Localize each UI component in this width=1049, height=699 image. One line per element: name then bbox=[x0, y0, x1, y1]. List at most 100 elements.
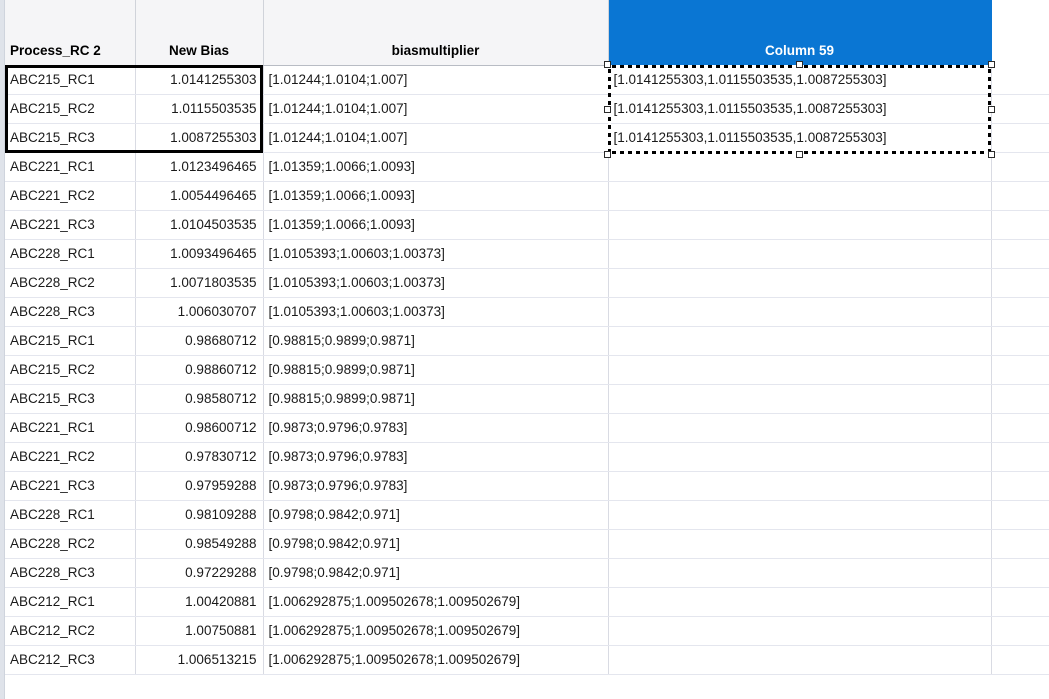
cell-process-rc[interactable]: ABC228_RC3 bbox=[5, 297, 136, 327]
cell-process-rc[interactable]: ABC221_RC1 bbox=[5, 152, 136, 182]
cell-biasmultiplier[interactable]: [0.9873;0.9796;0.9783] bbox=[263, 442, 609, 472]
cell-biasmultiplier[interactable]: [1.01359;1.0066;1.0093] bbox=[263, 210, 609, 240]
column-header-spare[interactable] bbox=[991, 0, 1049, 65]
cell-new-bias[interactable]: 0.98600712 bbox=[135, 413, 264, 443]
table-row[interactable]: ABC215_RC3 0.98580712 [0.98815;0.9899;0.98… bbox=[5, 384, 1049, 414]
cell-biasmultiplier[interactable]: [1.006292875;1.009502678;1.009502679] bbox=[263, 616, 609, 646]
column-header-biasmultiplier[interactable]: biasmultiplier bbox=[263, 0, 609, 66]
cell-biasmultiplier[interactable]: [1.006292875;1.009502678;1.009502679] bbox=[263, 645, 609, 675]
table-row[interactable]: ABC215_RC1 0.98680712 [0.98815;0.9899;0.98… bbox=[5, 326, 1049, 356]
table-row[interactable]: ABC221_RC3 0.97959288 [0.9873;0.9796;0.978… bbox=[5, 471, 1049, 501]
table-row[interactable]: ABC228_RC3 1.006030707 [1.0105393;1.00603;… bbox=[5, 297, 1049, 327]
cell-new-bias[interactable]: 1.0115503535 bbox=[135, 94, 264, 124]
table-row[interactable]: ABC221_RC1 1.0123496465 [1.01359;1.0066;1.… bbox=[5, 152, 1049, 182]
cell-column-59[interactable] bbox=[608, 152, 992, 182]
cell-biasmultiplier[interactable]: [1.01244;1.0104;1.007] bbox=[263, 94, 609, 124]
cell-column-59[interactable]: [1.0141255303,1.0115503535,1.0087255303] bbox=[608, 65, 992, 95]
cell-new-bias[interactable]: 1.0071803535 bbox=[135, 268, 264, 298]
cell-process-rc[interactable]: ABC221_RC2 bbox=[5, 442, 136, 472]
cell-spare[interactable] bbox=[991, 645, 1049, 675]
cell-process-rc[interactable]: ABC212_RC1 bbox=[5, 587, 136, 617]
table-row[interactable]: ABC228_RC2 0.98549288 [0.9798;0.9842;0.971… bbox=[5, 529, 1049, 559]
table-row[interactable]: ABC215_RC1 1.0141255303 [1.01244;1.0104;1.… bbox=[5, 65, 1049, 95]
cell-new-bias[interactable]: 1.00420881 bbox=[135, 587, 264, 617]
table-row[interactable]: ABC228_RC3 0.97229288 [0.9798;0.9842;0.971… bbox=[5, 558, 1049, 588]
cell-column-59[interactable] bbox=[608, 181, 992, 211]
cell-new-bias[interactable]: 0.98580712 bbox=[135, 384, 264, 414]
cell-column-59[interactable] bbox=[608, 558, 992, 588]
cell-process-rc[interactable]: ABC215_RC3 bbox=[5, 384, 136, 414]
cell-column-59[interactable] bbox=[608, 587, 992, 617]
cell-spare[interactable] bbox=[991, 181, 1049, 211]
cell-column-59[interactable] bbox=[608, 442, 992, 472]
cell-process-rc[interactable]: ABC215_RC2 bbox=[5, 94, 136, 124]
cell-spare[interactable] bbox=[991, 297, 1049, 327]
cell-column-59[interactable] bbox=[608, 471, 992, 501]
cell-column-59[interactable] bbox=[608, 297, 992, 327]
column-header-new-bias[interactable]: New Bias bbox=[135, 0, 264, 66]
cell-new-bias[interactable]: 1.006513215 bbox=[135, 645, 264, 675]
cell-process-rc[interactable]: ABC212_RC2 bbox=[5, 616, 136, 646]
cell-column-59[interactable] bbox=[608, 616, 992, 646]
cell-new-bias[interactable]: 1.006030707 bbox=[135, 297, 264, 327]
cell-new-bias[interactable]: 0.98109288 bbox=[135, 500, 264, 530]
table-row[interactable]: ABC212_RC3 1.006513215 [1.006292875;1.0095… bbox=[5, 645, 1049, 675]
cell-spare[interactable] bbox=[991, 355, 1049, 385]
cell-spare[interactable] bbox=[991, 471, 1049, 501]
cell-process-rc[interactable]: ABC228_RC2 bbox=[5, 268, 136, 298]
table-row[interactable]: ABC215_RC2 1.0115503535 [1.01244;1.0104;1.… bbox=[5, 94, 1049, 124]
cell-biasmultiplier[interactable]: [1.006292875;1.009502678;1.009502679] bbox=[263, 587, 609, 617]
cell-biasmultiplier[interactable]: [1.0105393;1.00603;1.00373] bbox=[263, 239, 609, 269]
cell-spare[interactable] bbox=[991, 239, 1049, 269]
cell-biasmultiplier[interactable]: [0.9798;0.9842;0.971] bbox=[263, 529, 609, 559]
cell-process-rc[interactable]: ABC228_RC2 bbox=[5, 529, 136, 559]
cell-new-bias[interactable]: 0.97959288 bbox=[135, 471, 264, 501]
cell-biasmultiplier[interactable]: [0.98815;0.9899;0.9871] bbox=[263, 384, 609, 414]
table-row[interactable]: ABC215_RC2 0.98860712 [0.98815;0.9899;0.98… bbox=[5, 355, 1049, 385]
cell-column-59[interactable] bbox=[608, 529, 992, 559]
cell-biasmultiplier[interactable]: [0.9798;0.9842;0.971] bbox=[263, 558, 609, 588]
cell-process-rc[interactable]: ABC228_RC3 bbox=[5, 558, 136, 588]
cell-process-rc[interactable]: ABC228_RC1 bbox=[5, 500, 136, 530]
cell-biasmultiplier[interactable]: [1.01244;1.0104;1.007] bbox=[263, 65, 609, 95]
table-row[interactable]: ABC212_RC1 1.00420881 [1.006292875;1.00950… bbox=[5, 587, 1049, 617]
table-row[interactable]: ABC228_RC2 1.0071803535 [1.0105393;1.00603… bbox=[5, 268, 1049, 298]
cell-spare[interactable] bbox=[991, 558, 1049, 588]
table-row[interactable]: ABC228_RC1 0.98109288 [0.9798;0.9842;0.971… bbox=[5, 500, 1049, 530]
table-row[interactable]: ABC228_RC1 1.0093496465 [1.0105393;1.00603… bbox=[5, 239, 1049, 269]
cell-spare[interactable] bbox=[991, 529, 1049, 559]
table-row[interactable]: ABC221_RC3 1.0104503535 [1.01359;1.0066;1.… bbox=[5, 210, 1049, 240]
cell-spare[interactable] bbox=[991, 123, 1049, 153]
cell-biasmultiplier[interactable]: [0.9798;0.9842;0.971] bbox=[263, 500, 609, 530]
cell-process-rc[interactable]: ABC215_RC2 bbox=[5, 355, 136, 385]
cell-new-bias[interactable]: 1.0087255303 bbox=[135, 123, 264, 153]
cell-biasmultiplier[interactable]: [1.0105393;1.00603;1.00373] bbox=[263, 297, 609, 327]
cell-spare[interactable] bbox=[991, 326, 1049, 356]
cell-process-rc[interactable]: ABC221_RC1 bbox=[5, 413, 136, 443]
table-row[interactable]: ABC215_RC3 1.0087255303 [1.01244;1.0104;1.… bbox=[5, 123, 1049, 153]
cell-spare[interactable] bbox=[991, 152, 1049, 182]
cell-biasmultiplier[interactable]: [1.01359;1.0066;1.0093] bbox=[263, 181, 609, 211]
cell-new-bias[interactable]: 1.0141255303 bbox=[135, 65, 264, 95]
cell-spare[interactable] bbox=[991, 384, 1049, 414]
cell-process-rc[interactable]: ABC215_RC3 bbox=[5, 123, 136, 153]
table-row[interactable]: ABC221_RC2 1.0054496465 [1.01359;1.0066;1.… bbox=[5, 181, 1049, 211]
cell-spare[interactable] bbox=[991, 210, 1049, 240]
cell-column-59[interactable] bbox=[608, 500, 992, 530]
cell-biasmultiplier[interactable]: [1.0105393;1.00603;1.00373] bbox=[263, 268, 609, 298]
cell-spare[interactable] bbox=[991, 442, 1049, 472]
cell-column-59[interactable] bbox=[608, 239, 992, 269]
column-header-column-59[interactable]: Column 59 bbox=[608, 0, 992, 65]
cell-spare[interactable] bbox=[991, 413, 1049, 443]
cell-new-bias[interactable]: 1.00750881 bbox=[135, 616, 264, 646]
cell-process-rc[interactable]: ABC212_RC3 bbox=[5, 645, 136, 675]
cell-process-rc[interactable]: ABC221_RC2 bbox=[5, 181, 136, 211]
table-row[interactable]: ABC221_RC1 0.98600712 [0.9873;0.9796;0.978… bbox=[5, 413, 1049, 443]
cell-spare[interactable] bbox=[991, 94, 1049, 124]
cell-spare[interactable] bbox=[991, 65, 1049, 95]
cell-process-rc[interactable]: ABC215_RC1 bbox=[5, 326, 136, 356]
cell-new-bias[interactable]: 0.98860712 bbox=[135, 355, 264, 385]
cell-biasmultiplier[interactable]: [1.01359;1.0066;1.0093] bbox=[263, 152, 609, 182]
cell-column-59[interactable]: [1.0141255303,1.0115503535,1.0087255303] bbox=[608, 123, 992, 153]
table-row[interactable]: ABC221_RC2 0.97830712 [0.9873;0.9796;0.978… bbox=[5, 442, 1049, 472]
